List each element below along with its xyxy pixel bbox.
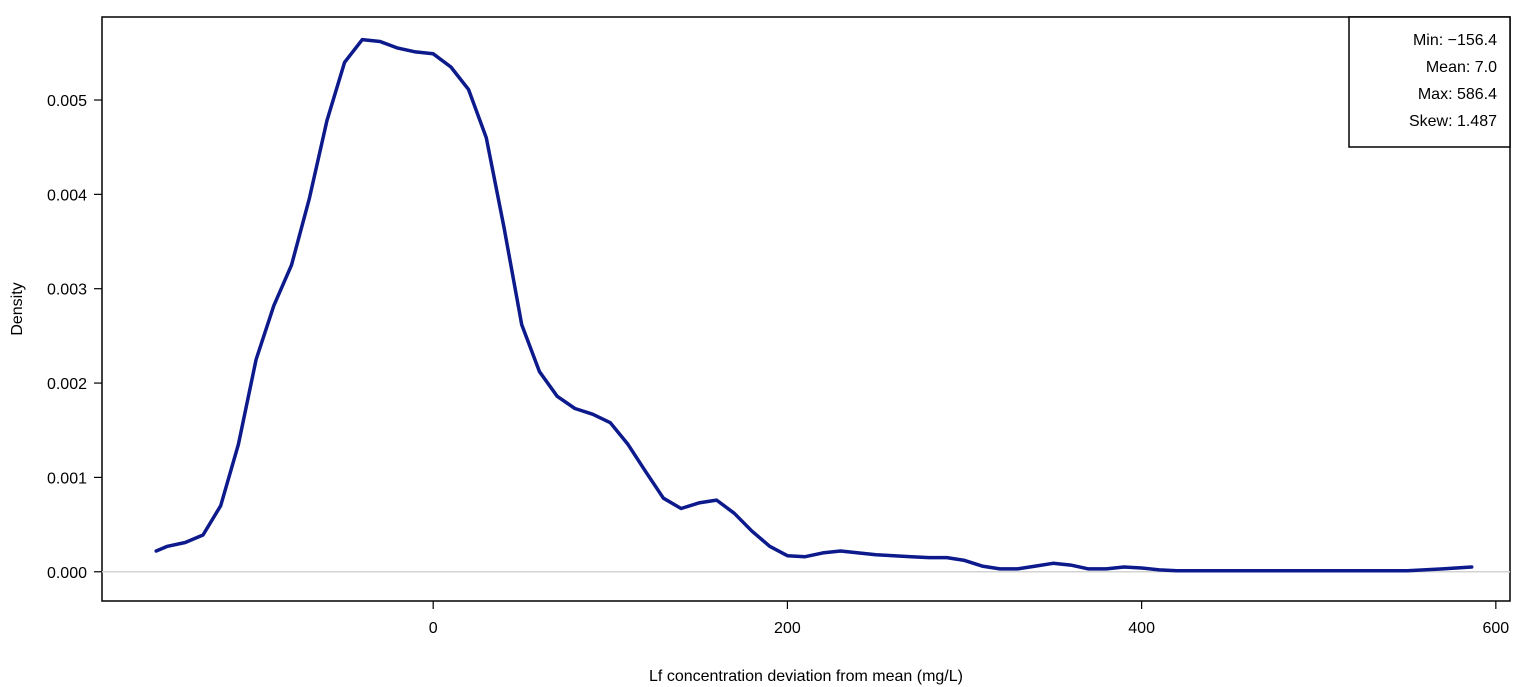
x-tick-label: 0: [429, 620, 438, 637]
y-axis-title: Density: [9, 282, 26, 335]
y-tick-label: 0.004: [47, 187, 87, 204]
y-tick-label: 0.005: [47, 93, 87, 110]
x-tick-label: 400: [1128, 620, 1155, 637]
x-tick-label: 600: [1482, 620, 1509, 637]
density-curve: [154, 37, 1474, 573]
y-tick-label: 0.000: [47, 565, 87, 582]
y-tick-label: 0.002: [47, 376, 87, 393]
plot-frame: [101, 16, 1511, 602]
y-tick-label: 0.001: [47, 470, 87, 487]
stats-min: Min: −156.4: [1413, 32, 1497, 49]
y-tick-label: 0.003: [47, 282, 87, 299]
stats-legend-box: [1348, 16, 1511, 148]
x-axis-title: Lf concentration deviation from mean (mg…: [649, 668, 963, 685]
x-axis: 0 200 400 600: [429, 601, 1509, 637]
stats-max: Max: 586.4: [1418, 86, 1497, 103]
stats-legend: Min: −156.4 Mean: 7.0 Max: 586.4 Skew: 1…: [1348, 16, 1511, 148]
x-tick-label: 200: [774, 620, 801, 637]
y-axis: 0.000 0.001 0.002 0.003 0.004 0.005: [47, 93, 102, 582]
stats-mean: Mean: 7.0: [1426, 59, 1497, 76]
stats-skew: Skew: 1.487: [1409, 113, 1497, 130]
